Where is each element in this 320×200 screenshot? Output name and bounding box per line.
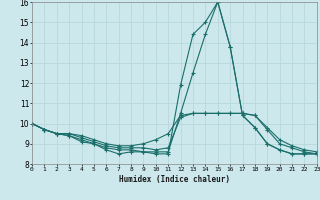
X-axis label: Humidex (Indice chaleur): Humidex (Indice chaleur) [119, 175, 230, 184]
